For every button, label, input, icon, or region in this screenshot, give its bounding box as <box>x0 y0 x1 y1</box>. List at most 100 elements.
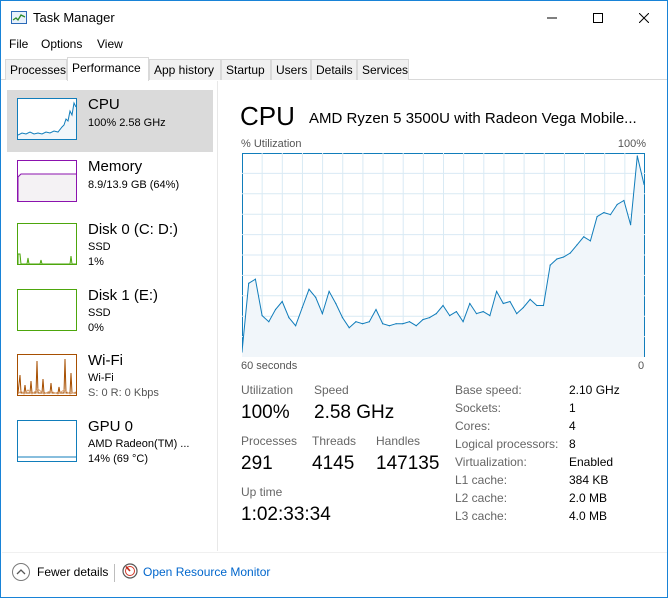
memory-mini-graph <box>17 160 77 202</box>
wifi-mini-graph <box>17 354 77 396</box>
fewer-details-link[interactable]: Fewer details <box>37 565 109 579</box>
sidebar-disk0-type: SSD <box>88 241 111 253</box>
spec-l2-cache-label: L2 cache: <box>455 491 508 505</box>
series-point <box>529 298 531 300</box>
series-point <box>422 319 424 321</box>
resource-list: CPU 100% 2.58 GHz Memory 8.9/13.9 GB (64… <box>7 90 213 545</box>
title-bar[interactable]: Task Manager <box>1 1 667 34</box>
minimize-button[interactable] <box>529 1 575 34</box>
menu-bar: File Options View <box>1 34 667 55</box>
processes-label: Processes <box>241 434 298 448</box>
tab-performance[interactable]: Performance <box>67 57 149 81</box>
close-icon <box>639 12 649 23</box>
series-point <box>609 214 612 216</box>
tab-services[interactable]: Services <box>357 59 409 80</box>
series-point <box>636 155 638 157</box>
menu-options[interactable]: Options <box>41 37 83 51</box>
series-point <box>295 325 297 327</box>
series-point <box>395 323 397 325</box>
speed-label: Speed <box>314 383 349 397</box>
sidebar-item-gpu[interactable]: GPU 0 AMD Radeon(TM) ... 14% (69 °C) <box>7 412 213 474</box>
series-point <box>576 244 578 246</box>
open-resource-monitor-link[interactable]: Open Resource Monitor <box>143 565 271 579</box>
series-point <box>408 321 411 323</box>
tab-startup[interactable]: Startup <box>221 59 271 80</box>
maximize-button[interactable] <box>575 1 621 34</box>
series-point <box>321 313 323 315</box>
sidebar-wifi-title: Wi-Fi <box>88 352 123 369</box>
series-point <box>516 313 518 315</box>
series-point <box>335 302 337 305</box>
series-point <box>596 216 598 218</box>
series-point <box>469 302 471 305</box>
footer-bar: Fewer details Open Resource Monitor <box>2 552 667 597</box>
series-point <box>496 290 498 292</box>
sidebar-item-cpu[interactable]: CPU 100% 2.58 GHz <box>7 90 213 152</box>
chevron-up-icon <box>16 569 26 575</box>
series-point <box>542 304 545 307</box>
series-point <box>482 311 484 313</box>
window-title: Task Manager <box>33 10 115 25</box>
sidebar-item-disk-0[interactable]: Disk 0 (C: D:) SSD 1% <box>7 215 213 277</box>
graph-x-start-label: 60 seconds <box>241 360 298 372</box>
series-point <box>509 300 511 303</box>
sidebar-disk1-type: SSD <box>88 307 111 319</box>
tab-app-history[interactable]: App history <box>149 59 221 80</box>
spec-base-speed-label: Base speed: <box>455 383 522 397</box>
spec-logical-processors-label: Logical processors: <box>455 437 559 451</box>
cpu-model-name: AMD Ryzen 5 3500U with Radeon Vega Mobil… <box>309 110 637 127</box>
spec-sockets-label: Sockets: <box>455 401 502 415</box>
series-area-fill <box>242 156 644 357</box>
series-point <box>341 317 344 319</box>
tab-processes[interactable]: Processes <box>5 59 67 80</box>
tab-details[interactable]: Details <box>311 59 357 80</box>
series-point <box>415 325 417 327</box>
footer-separator <box>114 564 115 582</box>
sidebar-item-disk-1[interactable]: Disk 1 (E:) SSD 0% <box>7 281 213 343</box>
fewer-details-button[interactable] <box>12 563 30 581</box>
spec-logical-processors-value: 8 <box>569 437 576 451</box>
graph-y-label: % Utilization <box>241 138 302 150</box>
performance-panel: CPU 100% 2.58 GHz Memory 8.9/13.9 GB (64… <box>2 81 667 551</box>
series-point <box>268 321 270 323</box>
series-point <box>301 306 303 309</box>
series-point <box>502 302 504 305</box>
series-point <box>274 308 277 311</box>
sidebar-wifi-throughput: S: 0 R: 0 Kbps <box>88 387 159 399</box>
series-point <box>328 290 330 292</box>
cpu-detail: CPU AMD Ryzen 5 3500U with Radeon Vega M… <box>240 81 660 551</box>
sidebar-item-wifi[interactable]: Wi-Fi Wi-Fi S: 0 R: 0 Kbps <box>7 346 213 408</box>
spec-sockets-value: 1 <box>569 401 576 415</box>
series-point <box>308 288 310 290</box>
series-point <box>435 313 437 315</box>
sidebar-gpu-usage: 14% (69 °C) <box>88 453 149 465</box>
series-point <box>549 264 551 266</box>
series-point <box>355 321 357 323</box>
sidebar-item-memory[interactable]: Memory 8.9/13.9 GB (64%) <box>7 152 213 214</box>
menu-file[interactable]: File <box>9 37 29 51</box>
series-point <box>556 258 558 260</box>
series-point <box>254 278 256 280</box>
sidebar-memory-title: Memory <box>88 158 143 175</box>
sidebar-cpu-usage: 100% 2.58 GHz <box>88 117 166 129</box>
series-point <box>442 304 444 307</box>
series-point <box>569 252 571 254</box>
tab-users[interactable]: Users <box>271 59 311 80</box>
series-point <box>382 323 384 325</box>
cpu-mini-graph <box>17 98 77 140</box>
graph-y-max: 100% <box>617 138 646 150</box>
menu-view[interactable]: View <box>97 37 123 51</box>
spec-virtualization-value: Enabled <box>569 455 614 469</box>
threads-label: Threads <box>312 434 357 448</box>
tab-strip: Processes Performance App history Startu… <box>1 57 667 81</box>
graph-x-end-label: 0 <box>638 360 645 372</box>
close-button[interactable] <box>621 1 667 34</box>
series-point <box>589 240 591 242</box>
series-point <box>449 315 451 317</box>
uptime-value: 1:02:33:34 <box>241 504 331 525</box>
disk1-mini-graph <box>17 289 77 331</box>
series-point <box>362 323 364 325</box>
resource-monitor-icon[interactable] <box>122 563 138 579</box>
spec-l3-cache-value: 4.0 MB <box>569 509 608 523</box>
utilization-label: Utilization <box>241 383 294 397</box>
